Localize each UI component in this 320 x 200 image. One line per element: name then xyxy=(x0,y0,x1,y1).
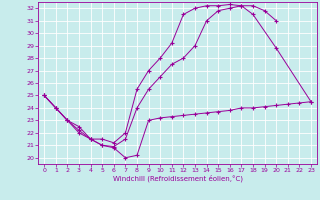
X-axis label: Windchill (Refroidissement éolien,°C): Windchill (Refroidissement éolien,°C) xyxy=(113,175,243,182)
